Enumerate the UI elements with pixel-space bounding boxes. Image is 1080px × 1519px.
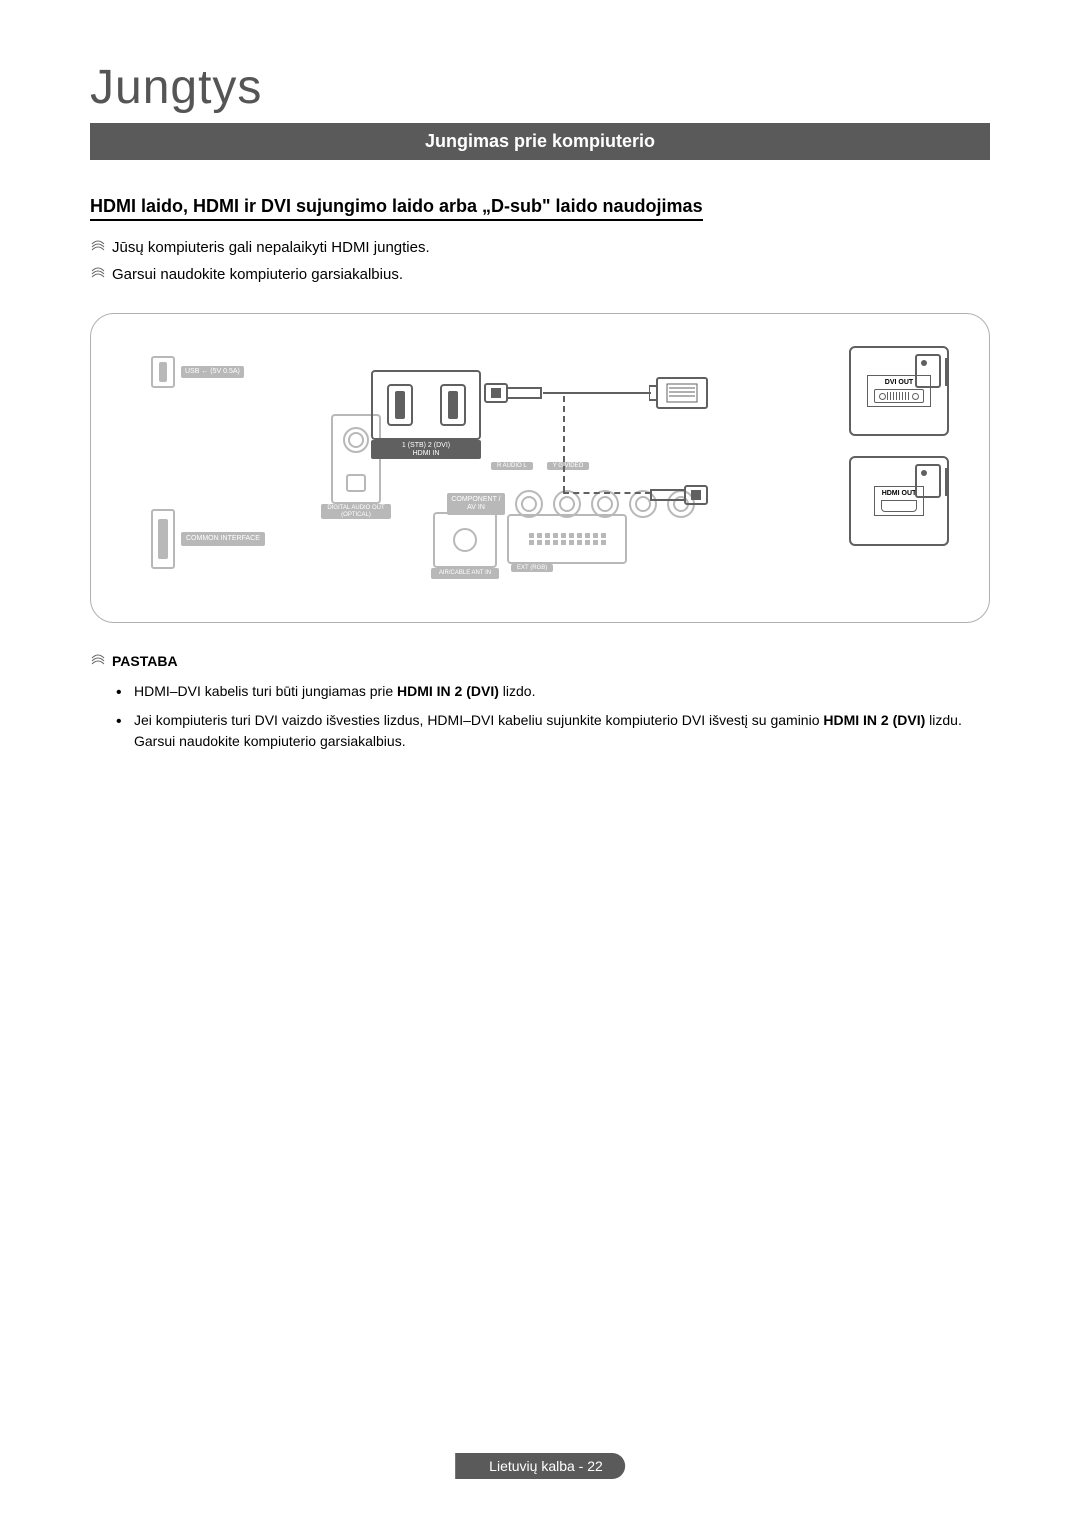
section-heading-bar: Jungimas prie kompiuterio bbox=[90, 123, 990, 160]
page-footer: Lietuvių kalba - 22 bbox=[455, 1453, 625, 1479]
optical-port-icon bbox=[346, 474, 366, 492]
headphone-jack-icon bbox=[343, 427, 369, 453]
ci-slot-icon bbox=[151, 509, 175, 569]
ext-rgb-block bbox=[507, 514, 627, 564]
pastaba-bold: HDMI IN 2 (DVI) bbox=[823, 712, 925, 728]
pastaba-heading: PASTABA bbox=[90, 653, 990, 669]
dvi-out-label: DVI OUT bbox=[885, 379, 913, 386]
page-title: Jungtys bbox=[90, 60, 990, 115]
connection-diagram: USB ← (5V 0.5A) DIGITAL AUDIO OUT (OPTIC… bbox=[90, 313, 990, 623]
pastaba-title-text: PASTABA bbox=[112, 653, 178, 669]
pastaba-list: HDMI–DVI kabelis turi būti jungiamas pri… bbox=[90, 681, 990, 752]
subheading-row: HDMI laido, HDMI ir DVI sujungimo laido … bbox=[90, 196, 990, 239]
pastaba-text: HDMI–DVI kabelis turi būti jungiamas pri… bbox=[134, 683, 397, 699]
pastaba-bold: HDMI IN 2 (DVI) bbox=[397, 683, 499, 699]
intro-note-1: Jūsų kompiuteris gali nepalaikyti HDMI j… bbox=[90, 239, 990, 256]
hdmi-connector-icon bbox=[881, 500, 917, 512]
pc-hdmi-out-box: HDMI OUT bbox=[849, 456, 949, 546]
pc-tower-icon bbox=[915, 464, 941, 498]
note-icon bbox=[90, 266, 106, 282]
subheading: HDMI laido, HDMI ir DVI sujungimo laido … bbox=[90, 196, 703, 221]
cable-solid-line bbox=[543, 392, 651, 394]
common-interface-block: COMMON INTERFACE bbox=[151, 504, 271, 574]
intro-note-2: Garsui naudokite kompiuterio garsiakalbi… bbox=[90, 266, 990, 283]
dvi-connector-icon bbox=[874, 389, 924, 403]
intro-note-text: Garsui naudokite kompiuterio garsiakalbi… bbox=[112, 266, 403, 283]
hdmi-ports-label: 1 (STB) 2 (DVI) HDMI IN bbox=[371, 440, 481, 459]
hdmi-plug-right-icon bbox=[649, 480, 709, 510]
ci-label: COMMON INTERFACE bbox=[181, 532, 265, 546]
pastaba-item: HDMI–DVI kabelis turi būti jungiamas pri… bbox=[134, 681, 990, 702]
pastaba-item: Jei kompiuteris turi DVI vaizdo išvestie… bbox=[134, 710, 990, 752]
note-icon bbox=[90, 653, 106, 669]
antenna-label: AIR/CABLE ANT IN bbox=[431, 568, 499, 579]
antenna-in-block bbox=[433, 512, 497, 568]
hdmi-port-1-icon bbox=[387, 384, 413, 426]
usb-port-block: USB ← (5V 0.5A) bbox=[151, 354, 271, 390]
hdmi-in-ports bbox=[371, 370, 481, 440]
ext-label: EXT (RGB) bbox=[511, 564, 553, 572]
dvi-plug-icon bbox=[649, 372, 715, 414]
intro-note-text: Jūsų kompiuteris gali nepalaikyti HDMI j… bbox=[112, 239, 430, 256]
pc-dvi-out-box: DVI OUT bbox=[849, 346, 949, 436]
pastaba-text: lizdo. bbox=[499, 683, 536, 699]
cable-dashed-vertical bbox=[563, 396, 565, 492]
optical-label: DIGITAL AUDIO OUT (OPTICAL) bbox=[321, 504, 391, 519]
usb-port-icon bbox=[151, 356, 175, 388]
note-icon bbox=[90, 239, 106, 255]
pastaba-text: Jei kompiuteris turi DVI vaizdo išvestie… bbox=[134, 712, 823, 728]
hdmi-plug-left-icon bbox=[483, 378, 543, 408]
usb-label: USB ← (5V 0.5A) bbox=[181, 366, 244, 378]
hdmi-out-label: HDMI OUT bbox=[882, 490, 917, 497]
cable-dashed-horizontal bbox=[563, 492, 651, 494]
hdmi-port-2-icon bbox=[440, 384, 466, 426]
pc-tower-icon bbox=[915, 354, 941, 388]
